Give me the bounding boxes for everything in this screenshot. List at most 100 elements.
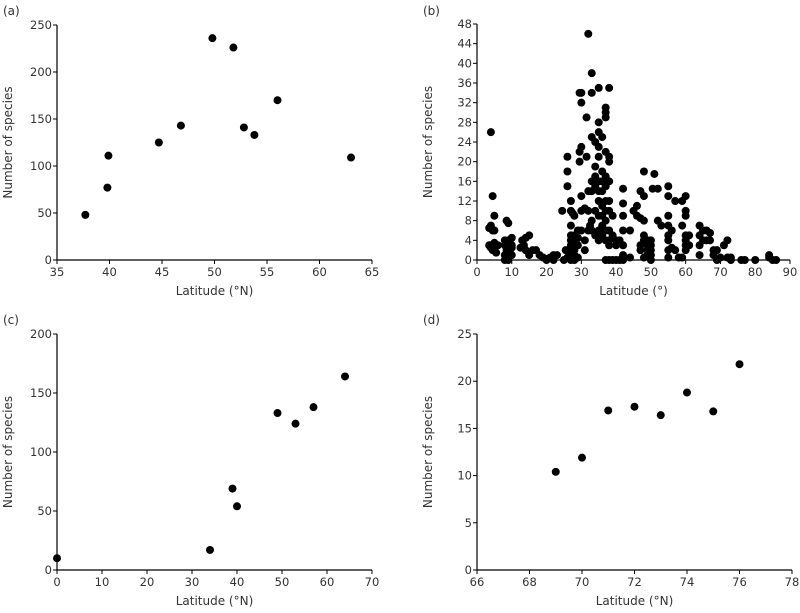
x-tick-label: 40: [609, 265, 624, 279]
data-point: [706, 228, 715, 237]
data-point: [678, 221, 687, 230]
data-point: [594, 152, 603, 161]
data-point: [605, 177, 614, 186]
data-point: [619, 256, 628, 264]
data-point: [712, 246, 721, 255]
y-tick-label: 40: [457, 56, 472, 70]
x-tick-label: 0: [53, 575, 60, 589]
y-tick-label: 50: [37, 206, 52, 220]
x-tick-label: 78: [785, 575, 800, 589]
data-point: [233, 502, 241, 511]
data-point: [598, 133, 607, 142]
data-point: [486, 243, 495, 252]
data-point: [490, 226, 499, 235]
data-point: [341, 372, 349, 381]
data-point: [594, 118, 603, 127]
x-tick-label: 70: [575, 575, 590, 589]
data-point: [605, 241, 614, 250]
data-point: [619, 199, 628, 208]
data-point: [507, 243, 516, 252]
data-point: [626, 226, 635, 235]
x-tick-label: 70: [713, 265, 728, 279]
data-point: [229, 43, 238, 52]
data-point: [685, 241, 694, 250]
data-point: [577, 226, 586, 235]
y-tick-label: 32: [457, 96, 472, 110]
data-point: [504, 256, 513, 264]
data-point: [591, 162, 600, 171]
data-point: [695, 251, 704, 260]
data-point: [605, 157, 614, 166]
panel-label: (d): [423, 313, 440, 327]
y-tick-label: 48: [457, 17, 472, 31]
x-axis-label: Latitude (°N): [596, 594, 674, 608]
y-tick-label: 0: [465, 563, 472, 577]
data-point: [493, 241, 502, 250]
data-point: [681, 192, 690, 201]
data-point: [716, 253, 725, 262]
x-tick-label: 55: [260, 265, 275, 279]
data-point: [577, 98, 586, 107]
x-tick-label: 20: [140, 575, 155, 589]
x-tick-label: 74: [680, 575, 695, 589]
data-point: [608, 211, 617, 220]
data-point: [630, 402, 639, 411]
data-point: [653, 184, 662, 193]
data-point: [639, 192, 648, 201]
data-point: [250, 130, 259, 139]
data-point: [639, 253, 648, 262]
data-point: [664, 236, 673, 245]
data-point: [291, 419, 300, 428]
y-tick-label: 12: [457, 194, 472, 208]
data-point: [566, 221, 575, 230]
data-point: [664, 182, 673, 191]
data-point: [577, 88, 586, 97]
x-axis-label: Latitude (°N): [176, 594, 254, 608]
x-tick-label: 40: [230, 575, 245, 589]
y-tick-label: 15: [457, 421, 472, 435]
y-tick-label: 8: [465, 214, 472, 228]
x-tick-label: 10: [95, 575, 110, 589]
y-tick-label: 200: [30, 327, 52, 341]
data-point: [706, 236, 715, 245]
x-tick-label: 90: [783, 265, 798, 279]
data-point: [570, 211, 579, 220]
data-point: [273, 409, 282, 418]
data-point: [740, 256, 749, 264]
data-point: [619, 226, 628, 235]
data-point: [582, 113, 591, 122]
data-point: [685, 231, 694, 240]
panel-label: (c): [3, 313, 19, 327]
y-tick-label: 44: [457, 37, 472, 51]
data-point: [726, 256, 735, 264]
data-point: [619, 241, 628, 250]
data-point: [504, 219, 513, 228]
x-tick-label: 35: [50, 265, 65, 279]
x-tick-label: 40: [102, 265, 117, 279]
data-point: [584, 29, 593, 38]
data-point: [81, 210, 90, 219]
data-point: [656, 411, 665, 420]
data-point: [273, 96, 282, 105]
y-axis-label: Number of species: [421, 396, 435, 508]
y-tick-label: 150: [30, 112, 52, 126]
data-point: [573, 233, 582, 242]
y-tick-label: 25: [457, 327, 472, 341]
panel-label: (b): [423, 4, 440, 18]
y-tick-label: 24: [457, 135, 472, 149]
data-point: [563, 182, 572, 191]
y-tick-label: 36: [457, 76, 472, 90]
x-tick-label: 65: [365, 265, 380, 279]
data-point: [650, 169, 659, 178]
data-point: [208, 34, 217, 43]
data-point: [542, 255, 551, 264]
x-axis-label: Latitude (°): [599, 284, 668, 298]
y-tick-label: 100: [30, 159, 52, 173]
y-tick-label: 28: [457, 115, 472, 129]
data-point: [735, 360, 744, 369]
y-tick-label: 20: [457, 374, 472, 388]
y-tick-label: 10: [457, 469, 472, 483]
data-point: [594, 142, 603, 151]
data-point: [228, 484, 237, 493]
